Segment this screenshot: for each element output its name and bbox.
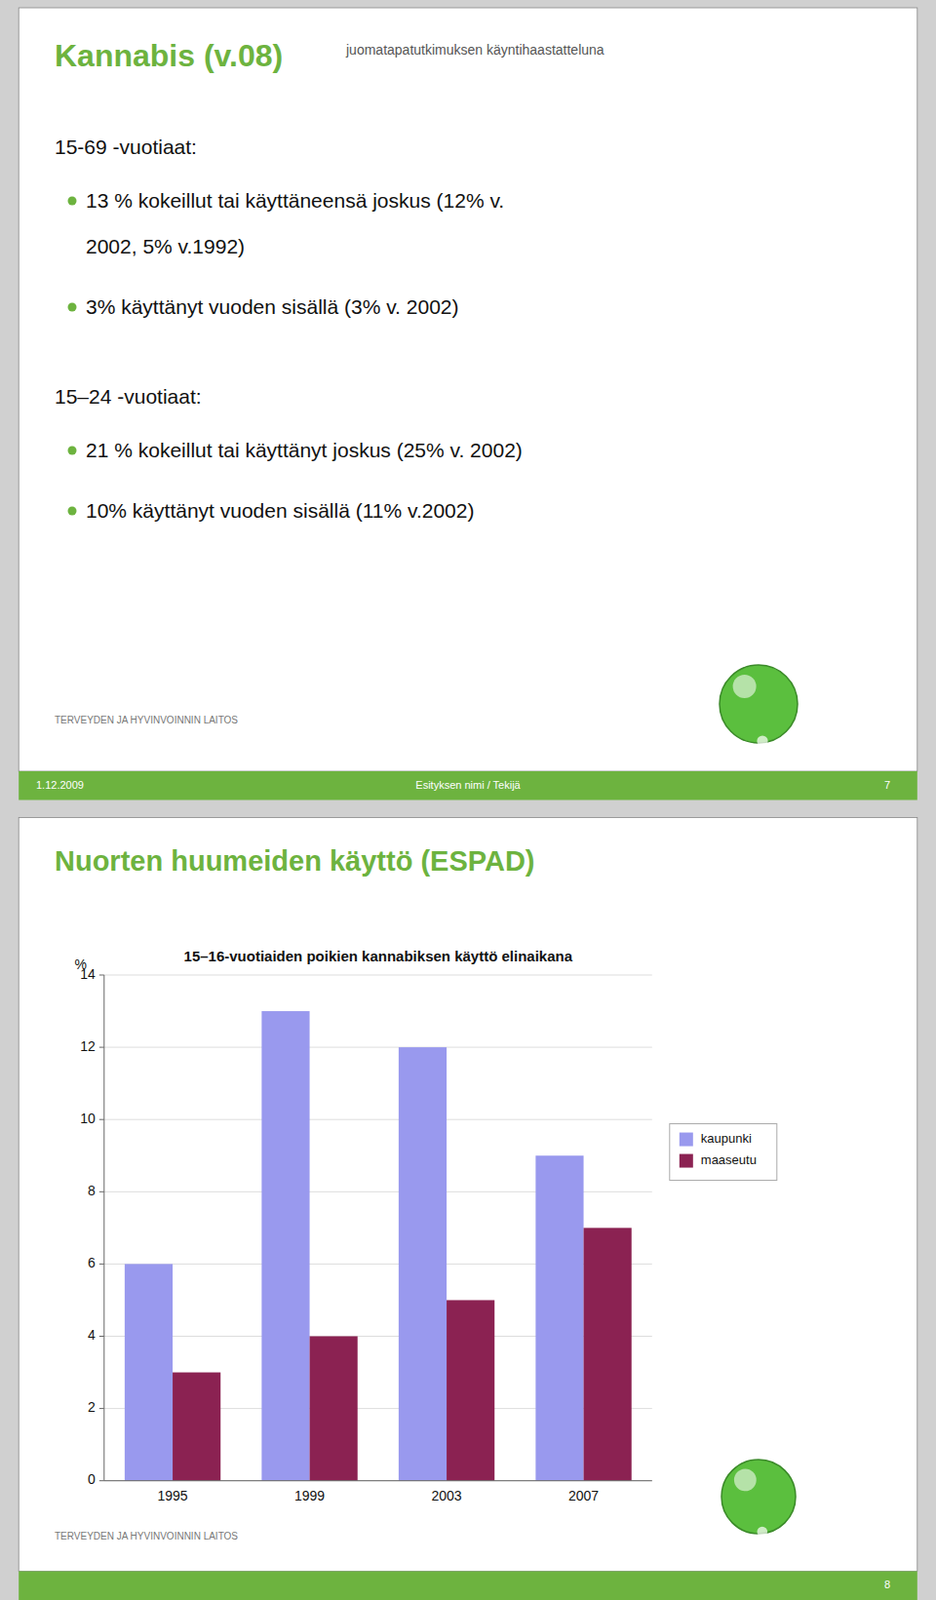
legend: kaupunki maaseutu [669, 1124, 778, 1181]
legend-swatch [679, 1154, 694, 1169]
footer-bar [18, 771, 918, 801]
slide-subtitle: juomatapatutkimuksen käyntihaastatteluna [345, 41, 605, 58]
logo-highlight [734, 1469, 757, 1492]
logo-drop [756, 1526, 768, 1538]
slide-background [18, 7, 918, 772]
logo [719, 664, 798, 747]
bars [124, 1011, 632, 1482]
legend-label: maaseutu [701, 1152, 757, 1168]
y-tick-label: 8 [87, 1182, 96, 1199]
page: Kannabis (v.08) juomatapatutkimuksen käyn… [0, 0, 936, 1600]
bullet-dot [68, 446, 78, 456]
y-tick-label: 10 [79, 1110, 96, 1127]
y-axis-line [103, 975, 105, 1482]
legend-label: kaupunki [701, 1131, 752, 1146]
logo-drop [756, 735, 768, 746]
chart: 15–16-vuotiaiden poikien kannabiksen käy… [75, 947, 778, 1504]
grid-line [104, 1480, 653, 1482]
bar [584, 1227, 632, 1481]
legend-swatch [679, 1132, 694, 1147]
y-tick [99, 1335, 105, 1337]
slide-title: Kannabis (v.08) [54, 38, 283, 74]
x-axis-line [104, 1480, 653, 1482]
bullet-dot [68, 196, 78, 206]
logo-globe [719, 664, 798, 743]
y-tick [99, 1480, 105, 1482]
y-tick-label: 4 [87, 1326, 96, 1343]
bar [310, 1336, 358, 1482]
bullet-text: 3% käyttänyt vuoden sisällä (3% v. 2002) [85, 295, 459, 318]
bar [124, 1263, 173, 1481]
footer-center: Esityksen nimi / Tekijä [415, 779, 521, 791]
bar [261, 1011, 310, 1482]
bar [535, 1155, 584, 1481]
grid-line [104, 975, 653, 976]
logo-globe [721, 1459, 796, 1534]
slide: Nuorten huumeiden käyttö (ESPAD) TERVEYDE… [18, 818, 918, 1600]
y-tick [99, 975, 105, 976]
grid-line [104, 1119, 653, 1121]
page-number: 8 [884, 1578, 891, 1591]
x-tick-label: 2003 [430, 1487, 462, 1504]
bullet-text: 10% käyttänyt vuoden sisällä (11% v.2002… [85, 499, 474, 522]
x-tick-label: 1999 [294, 1487, 325, 1504]
logo [721, 1459, 796, 1537]
slide-background [18, 818, 918, 1572]
chart-title: 15–16-vuotiaiden poikien kannabiksen käy… [184, 947, 574, 965]
section-header: 15–24 -vuotiaat: [54, 385, 202, 408]
y-tick-label: 0 [87, 1471, 96, 1487]
logo-highlight [733, 674, 757, 699]
bullet-dot [68, 507, 78, 516]
grid-line [104, 1047, 653, 1049]
bullet-text: 13 % kokeillut tai käyttäneensä joskus (… [85, 189, 505, 212]
y-tick [99, 1263, 105, 1265]
bar [398, 1047, 447, 1482]
y-tick [99, 1119, 105, 1121]
y-tick-label: 6 [87, 1254, 96, 1271]
legend-frame [669, 1124, 778, 1181]
slide-footer-text: TERVEYDEN JA HYVINVOINNIN LAITOS [54, 714, 238, 726]
page-background [0, 0, 936, 1600]
x-tick-label: 1995 [156, 1487, 188, 1504]
footer-date: 1.12.2009 [36, 779, 84, 791]
bullet-text: 2002, 5% v.1992) [85, 234, 245, 258]
bullet-dot [68, 303, 78, 312]
y-tick-label: 14 [79, 966, 96, 982]
slide-title: Nuorten huumeiden käyttö (ESPAD) [54, 845, 536, 877]
page-number: 7 [884, 779, 891, 791]
x-tick-label: 2007 [568, 1487, 599, 1504]
slide: Kannabis (v.08) juomatapatutkimuksen käyn… [18, 7, 918, 801]
bar [446, 1299, 495, 1481]
y-tick-label: 2 [87, 1399, 96, 1415]
section-header: 15-69 -vuotiaat: [54, 135, 197, 158]
bar [172, 1372, 221, 1482]
y-tick [99, 1047, 105, 1049]
y-tick-label: 12 [79, 1038, 96, 1054]
footer-bar [18, 1571, 918, 1600]
bullet-text: 21 % kokeillut tai käyttänyt joskus (25%… [85, 438, 523, 462]
y-tick [99, 1191, 105, 1193]
slide-footer-text: TERVEYDEN JA HYVINVOINNIN LAITOS [54, 1530, 238, 1542]
y-tick [99, 1407, 105, 1409]
